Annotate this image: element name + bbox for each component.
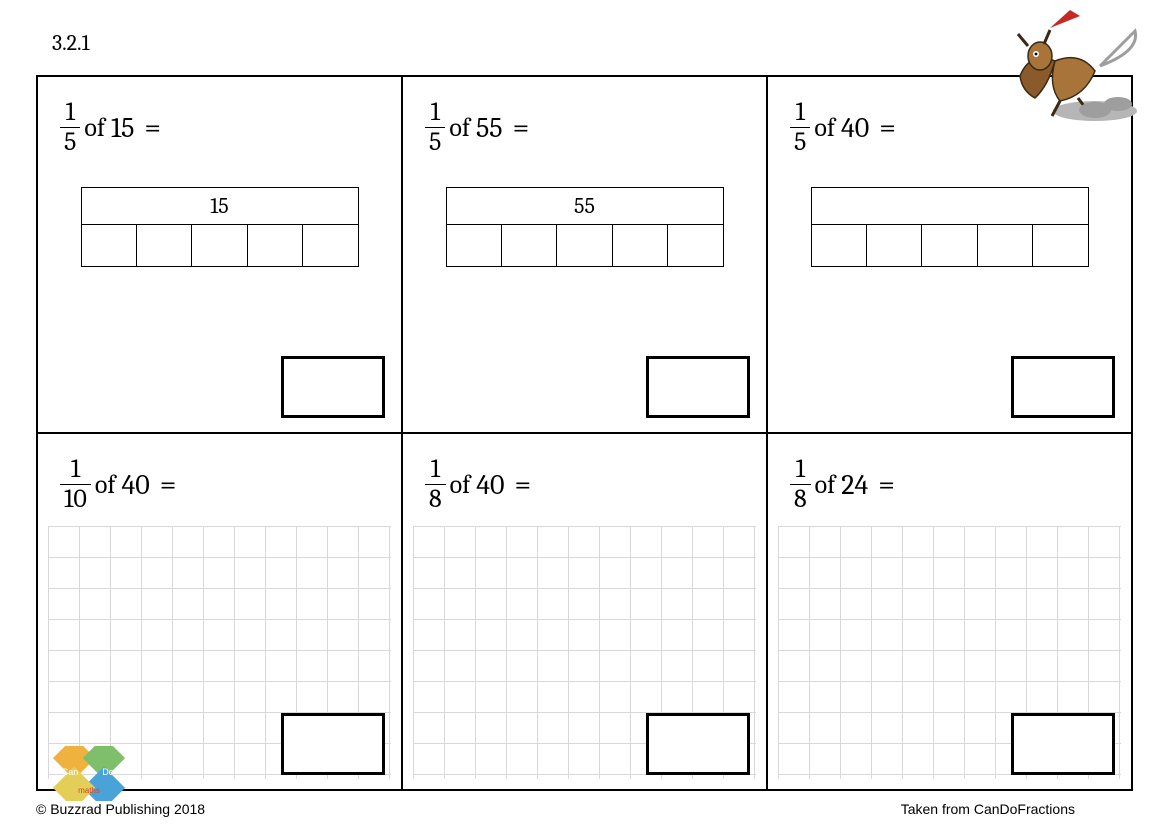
of-text: of (814, 113, 835, 143)
mascot-image (1000, 6, 1150, 126)
fraction-expression: 110of40 = (60, 456, 383, 514)
footer-source: Taken from CanDoFractions (901, 801, 1075, 817)
bar-model: 15 (81, 187, 359, 267)
denominator: 10 (60, 484, 91, 513)
bar-model-part (303, 225, 358, 267)
fraction: 15 (790, 99, 810, 157)
fraction: 15 (425, 99, 445, 157)
answer-box[interactable] (281, 713, 385, 775)
bar-model-parts (446, 225, 724, 267)
whole-number: 40 (476, 469, 504, 501)
question-cell: 110of40 = (37, 433, 402, 790)
equals-sign: = (878, 467, 895, 502)
equals-sign: = (513, 110, 530, 145)
bar-model (811, 187, 1089, 267)
bar-model-part (192, 225, 247, 267)
logo-text-do: Do (102, 767, 114, 777)
denominator: 5 (790, 127, 810, 156)
equals-sign: = (160, 467, 177, 502)
bar-model-part (557, 225, 612, 267)
denominator: 5 (60, 127, 80, 156)
footer-copyright: © Buzzrad Publishing 2018 (36, 801, 205, 817)
bar-model-part (922, 225, 977, 267)
bar-model-part (1033, 225, 1088, 267)
bar-model-total (811, 187, 1089, 225)
whole-number: 24 (841, 469, 868, 501)
numerator: 1 (61, 99, 78, 127)
bar-model-part (613, 225, 668, 267)
of-text: of (449, 113, 470, 143)
answer-box[interactable] (1011, 356, 1115, 418)
fraction: 15 (60, 99, 80, 157)
bar-model: 55 (446, 187, 724, 267)
denominator: 8 (790, 484, 811, 513)
bar-model-part (446, 225, 502, 267)
bar-model-total: 15 (81, 187, 359, 225)
bar-model-total: 55 (446, 187, 724, 225)
numerator: 1 (67, 456, 84, 484)
answer-box[interactable] (646, 356, 750, 418)
numerator: 1 (791, 99, 808, 127)
whole-number: 55 (476, 112, 503, 144)
answer-box[interactable] (1011, 713, 1115, 775)
bar-model-part (502, 225, 557, 267)
bar-model-part (978, 225, 1033, 267)
question-cell: 18of40 = (402, 433, 767, 790)
bar-model-parts (811, 225, 1089, 267)
fraction-expression: 18of24 = (790, 456, 1113, 514)
fraction: 18 (790, 456, 811, 514)
answer-box[interactable] (646, 713, 750, 775)
bar-model-part (811, 225, 867, 267)
fraction-expression: 15of15 = (60, 99, 383, 157)
of-text: of (95, 470, 116, 500)
bar-model-part (137, 225, 192, 267)
whole-number: 40 (841, 112, 869, 144)
answer-box[interactable] (281, 356, 385, 418)
bar-model-parts (81, 225, 359, 267)
numerator: 1 (427, 456, 444, 484)
question-cell: 18of24 = (767, 433, 1132, 790)
question-cell: 15of15=15 (37, 76, 402, 433)
of-text: of (84, 113, 105, 143)
numerator: 1 (792, 456, 809, 484)
of-text: of (815, 470, 836, 500)
fraction-expression: 15of55 = (425, 99, 748, 157)
bar-model-part (81, 225, 137, 267)
page-number: 3.2.1 (52, 30, 90, 56)
numerator: 1 (426, 99, 443, 127)
fraction: 110 (60, 456, 91, 514)
worksheet-grid: 15of15=1515of55=5515of40=110of40=18of40=… (36, 75, 1133, 791)
equals-sign: = (879, 110, 896, 145)
bar-model-part (668, 225, 723, 267)
whole-number: 15 (111, 112, 134, 144)
equals-sign: = (144, 110, 161, 145)
fraction-expression: 18of40 = (425, 456, 748, 514)
bar-model-part (248, 225, 303, 267)
question-cell: 15of40 = (767, 76, 1132, 433)
logo-text-maths: maths (78, 786, 100, 795)
of-text: of (450, 470, 471, 500)
whole-number: 40 (121, 469, 149, 501)
equals-sign: = (515, 467, 532, 502)
denominator: 5 (425, 127, 445, 156)
cando-logo: Can Do maths (50, 746, 128, 801)
question-cell: 15of55=55 (402, 76, 767, 433)
fraction: 18 (425, 456, 446, 514)
logo-text-can: Can (62, 767, 79, 777)
denominator: 8 (425, 484, 446, 513)
bar-model-part (867, 225, 922, 267)
